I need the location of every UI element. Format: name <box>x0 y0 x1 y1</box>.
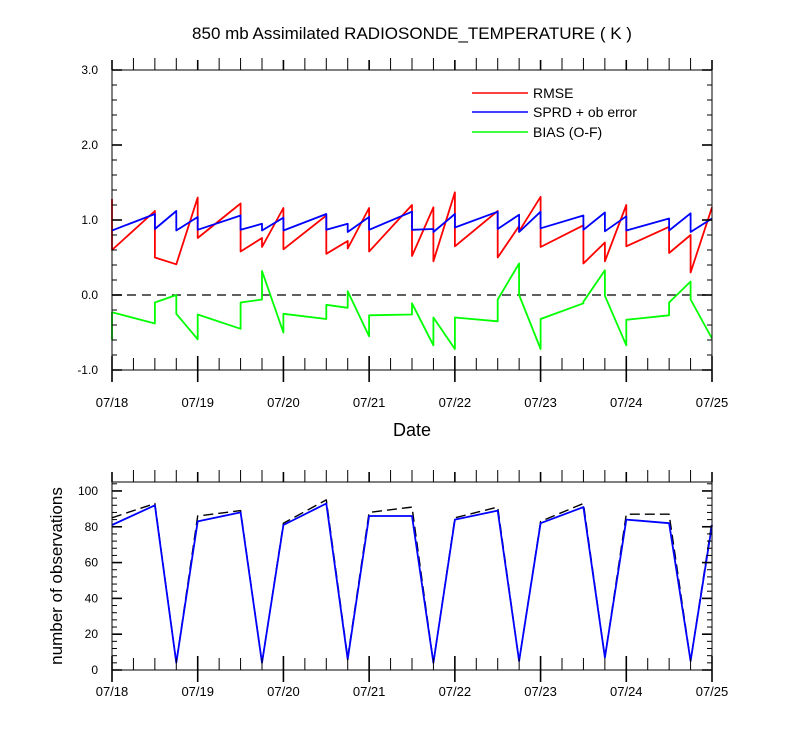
top-y-tick-label: -1.0 <box>77 363 98 377</box>
bottom-series-line-series-0 <box>112 500 712 663</box>
bottom-data-lines <box>112 500 712 663</box>
top-panel: 850 mb Assimilated RADIOSONDE_TEMPERATUR… <box>77 24 728 440</box>
top-chart-title: 850 mb Assimilated RADIOSONDE_TEMPERATUR… <box>192 24 632 43</box>
top-x-tick-label: 07/25 <box>696 395 729 410</box>
bottom-x-tick-label: 07/20 <box>267 684 300 699</box>
legend-label-bias: BIAS (O-F) <box>533 124 602 140</box>
top-x-tick-label: 07/18 <box>96 395 129 410</box>
bottom-series-line-series-1 <box>112 504 712 663</box>
top-x-tick-label: 07/23 <box>524 395 557 410</box>
top-x-tick-label: 07/24 <box>610 395 643 410</box>
top-x-tick-label: 07/21 <box>353 395 386 410</box>
legend-label-sprd: SPRD + ob error <box>533 104 637 120</box>
bottom-axis-ticks: 07/18 07/19 07/20 07/21 07/22 07/23 07/24 07/25… <box>78 470 728 699</box>
bottom-x-tick-label: 07/24 <box>610 684 643 699</box>
top-series-line-rmse <box>112 192 712 272</box>
top-series-line-bias-o-f <box>112 264 712 350</box>
bottom-y-tick-label: 80 <box>85 520 99 534</box>
bottom-x-tick-label: 07/18 <box>96 684 129 699</box>
bottom-y-tick-label: 0 <box>91 663 98 677</box>
legend-label-rmse: RMSE <box>533 85 573 101</box>
bottom-x-tick-label: 07/21 <box>353 684 386 699</box>
top-x-tick-label: 07/19 <box>181 395 214 410</box>
bottom-y-tick-label: 100 <box>78 484 98 498</box>
bottom-x-tick-label: 07/23 <box>524 684 557 699</box>
top-x-tick-label: 07/20 <box>267 395 300 410</box>
top-y-tick-label: 0.0 <box>81 288 98 302</box>
bottom-y-tick-label: 60 <box>85 556 99 570</box>
top-x-tick-label: 07/22 <box>439 395 472 410</box>
bottom-plot-frame <box>112 482 712 670</box>
top-y-tick-label: 3.0 <box>81 63 98 77</box>
bottom-y-tick-label: 40 <box>85 591 99 605</box>
top-y-tick-label: 2.0 <box>81 138 98 152</box>
bottom-x-tick-label: 07/25 <box>696 684 729 699</box>
bottom-y-axis-label: number of observations <box>47 487 66 665</box>
top-y-tick-label: 1.0 <box>81 213 98 227</box>
bottom-x-tick-label: 07/22 <box>439 684 472 699</box>
bottom-x-tick-label: 07/19 <box>181 684 214 699</box>
top-x-axis-label: Date <box>393 420 431 440</box>
bottom-panel: 07/18 07/19 07/20 07/21 07/22 07/23 07/24 07/25… <box>47 470 728 699</box>
top-data-lines <box>112 192 712 349</box>
bottom-y-tick-label: 20 <box>85 627 99 641</box>
top-legend: RMSE SPRD + ob error BIAS (O-F) <box>472 85 637 140</box>
